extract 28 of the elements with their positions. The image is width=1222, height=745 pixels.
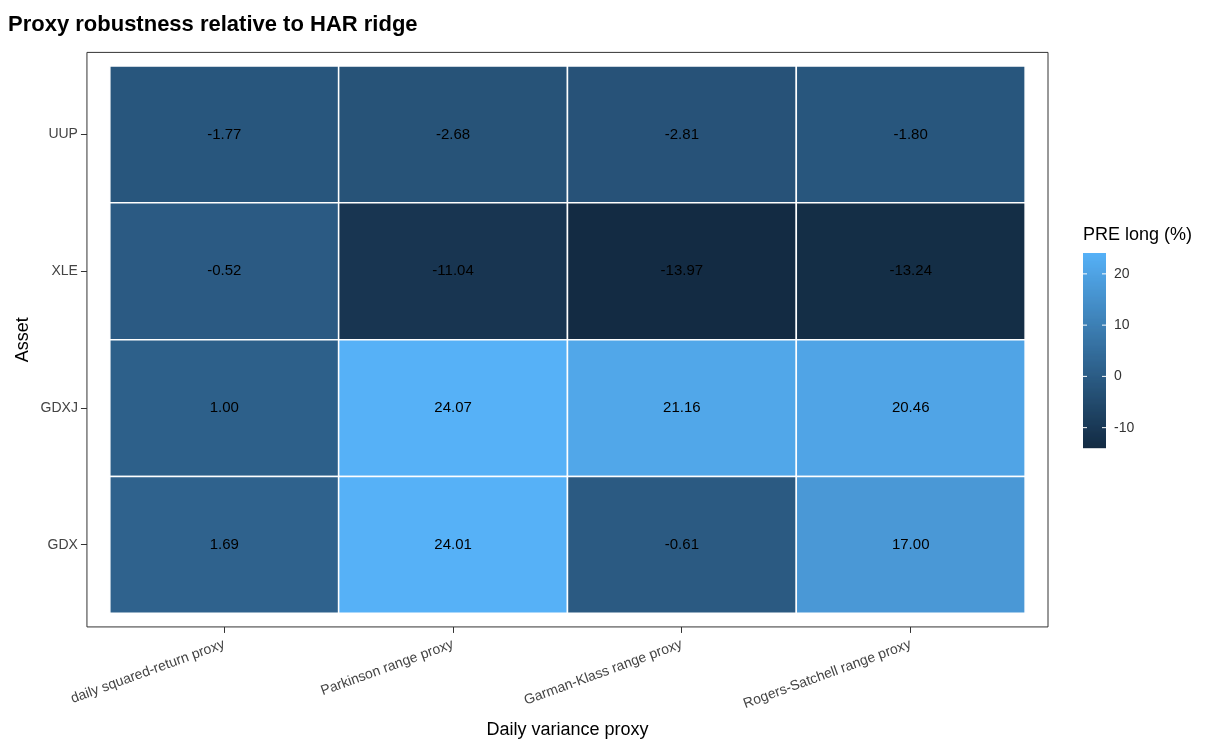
- x-axis-title: Daily variance proxy: [486, 719, 649, 740]
- y-tick-label: GDXJ: [40, 398, 78, 415]
- y-axis-title: Asset: [11, 317, 32, 363]
- data-label: 1.00: [209, 398, 239, 416]
- data-label: 17.00: [891, 535, 930, 552]
- data-label: -13.97: [660, 261, 704, 279]
- chart-title: Proxy robustness relative to HAR ridge: [8, 11, 418, 37]
- color-bar-title: PRE long (%): [1083, 224, 1193, 244]
- y-tick-label: XLE: [51, 262, 78, 279]
- data-label: -1.80: [893, 124, 928, 142]
- y-tick-label: UUP: [48, 125, 78, 142]
- data-label: 24.01: [434, 535, 472, 552]
- data-label: -0.52: [207, 261, 242, 279]
- y-tick-label: GDX: [47, 535, 79, 552]
- color-bar-label: 0: [1114, 367, 1122, 384]
- data-label: -1.77: [207, 124, 242, 142]
- data-label: -0.61: [664, 535, 699, 552]
- data-label: 24.07: [434, 398, 472, 416]
- color-bar-label: 10: [1114, 315, 1130, 332]
- data-label: -13.24: [889, 261, 932, 279]
- color-bar-label: 20: [1114, 264, 1130, 281]
- color-bar-label: -10: [1114, 418, 1135, 435]
- data-label: -2.68: [435, 124, 471, 142]
- data-label: 1.69: [209, 535, 239, 552]
- data-label: -2.81: [664, 124, 699, 142]
- data-label: -11.04: [432, 261, 474, 279]
- data-label: 20.46: [891, 398, 930, 416]
- data-label: 21.16: [663, 398, 701, 416]
